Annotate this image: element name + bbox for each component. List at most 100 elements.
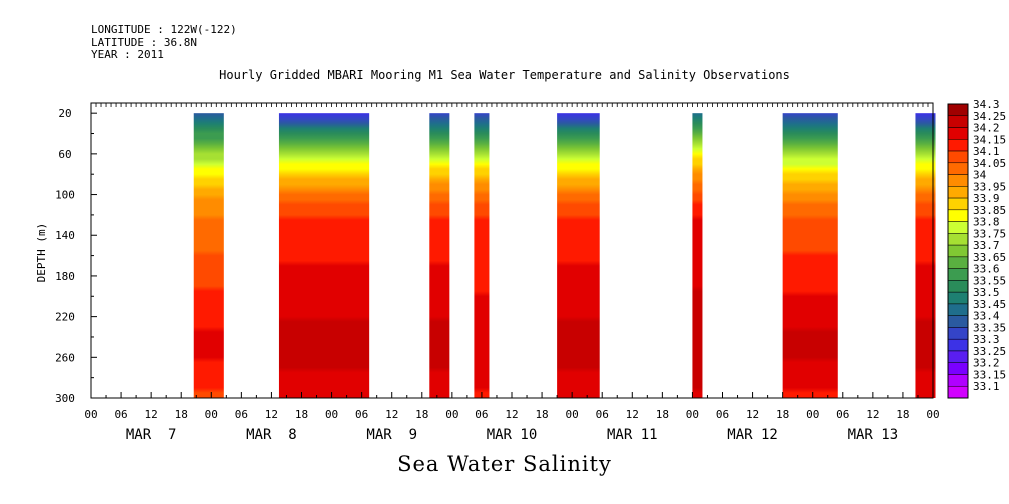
colorbar-label: 33.7: [973, 239, 1000, 252]
x-day-label: MAR 10: [487, 427, 538, 443]
colorbar-label: 33.95: [973, 180, 1006, 193]
colorbar-label: 33.65: [973, 251, 1006, 264]
longitude-label: LONGITUDE : 122W(-122): [91, 23, 237, 36]
y-tick-label: 180: [55, 270, 75, 283]
colorbar-swatch: [947, 280, 969, 293]
latitude-label: LATITUDE : 36.8N: [91, 35, 197, 49]
y-tick-label: 260: [55, 351, 75, 364]
x-day-label: MAR 7: [126, 427, 177, 443]
y-tick-label: 100: [55, 189, 75, 202]
colorbar-label: 33.55: [973, 274, 1006, 287]
data-segment: [915, 113, 936, 398]
colorbar-label: 33.4: [973, 310, 1000, 323]
variable-label: Sea Water Salinity: [397, 452, 612, 476]
x-tick-label: 18: [896, 408, 909, 421]
colorbar-label: 34.15: [973, 133, 1006, 146]
colorbar-swatch: [947, 256, 969, 269]
colorbar-swatch: [947, 268, 969, 281]
colorbar-swatch: [947, 115, 969, 128]
x-day-label: MAR 13: [848, 427, 899, 443]
x-tick-label: 00: [566, 408, 579, 421]
x-tick-label: 00: [84, 408, 97, 421]
colorbar-label: 33.45: [973, 298, 1006, 311]
colorbar-label: 33.25: [973, 345, 1006, 358]
x-tick-label: 06: [355, 408, 368, 421]
data-segment: [429, 113, 450, 398]
colorbar-swatch: [947, 327, 969, 340]
colorbar-label: 34: [973, 169, 987, 182]
colorbar-label: 33.9: [973, 192, 1000, 205]
colorbar-label: 33.35: [973, 321, 1006, 334]
x-tick-label: 06: [836, 408, 849, 421]
colorbar-swatch: [947, 338, 969, 352]
colorbar-label: 33.1: [973, 380, 1000, 393]
data-segment: [692, 113, 703, 398]
x-tick-label: 18: [776, 408, 789, 421]
x-day-label: MAR 9: [366, 427, 417, 443]
colorbar-swatch: [947, 139, 969, 152]
x-tick-label: 06: [716, 408, 729, 421]
chart-title: Hourly Gridded MBARI Mooring M1 Sea Wate…: [219, 68, 790, 82]
x-tick-label: 00: [325, 408, 338, 421]
x-tick-label: 18: [656, 408, 669, 421]
y-tick-label: 60: [58, 148, 71, 161]
colorbar-swatch: [947, 303, 969, 316]
colorbar-label: 34.1: [973, 145, 1000, 158]
x-tick-label: 18: [415, 408, 428, 421]
data-segment: [278, 113, 370, 398]
colorbar-label: 33.2: [973, 357, 1000, 370]
x-tick-label: 00: [806, 408, 819, 421]
x-tick-label: 06: [475, 408, 488, 421]
data-segment: [557, 113, 600, 398]
colorbar-swatch: [947, 150, 969, 164]
colorbar: 34.334.2534.234.1534.134.053433.9533.933…: [947, 98, 1006, 399]
colorbar-label: 33.75: [973, 227, 1006, 240]
y-tick-label: 300: [55, 392, 75, 405]
colorbar-swatch: [947, 162, 969, 175]
x-day-label: MAR 12: [727, 427, 778, 443]
year-label: YEAR : 2011: [91, 48, 164, 61]
colorbar-label: 33.8: [973, 216, 1000, 229]
x-tick-label: 18: [295, 408, 308, 421]
x-tick-label: 18: [535, 408, 548, 421]
colorbar-swatch: [947, 350, 969, 363]
x-tick-label: 00: [926, 408, 939, 421]
x-tick-label: 12: [145, 408, 158, 421]
colorbar-label: 34.25: [973, 110, 1006, 123]
colorbar-swatch: [947, 174, 969, 187]
y-axis-label: DEPTH (m): [35, 223, 48, 283]
x-day-label: MAR 11: [607, 427, 658, 443]
colorbar-swatch: [947, 244, 969, 258]
x-tick-label: 12: [746, 408, 759, 421]
x-tick-label: 12: [866, 408, 879, 421]
colorbar-swatch: [947, 209, 969, 222]
colorbar-label: 33.15: [973, 368, 1006, 381]
x-tick-label: 00: [205, 408, 218, 421]
colorbar-label: 34.05: [973, 157, 1006, 170]
data-segments: [193, 113, 936, 398]
x-tick-label: 06: [596, 408, 609, 421]
x-tick-label: 06: [235, 408, 248, 421]
colorbar-swatch: [947, 374, 969, 387]
colorbar-swatch: [947, 362, 969, 375]
data-segment: [193, 113, 224, 398]
data-segment: [474, 113, 490, 398]
x-tick-label: 18: [175, 408, 188, 421]
colorbar-swatch: [947, 221, 969, 234]
colorbar-swatch: [947, 291, 969, 305]
x-tick-label: 06: [114, 408, 127, 421]
y-tick-label: 220: [55, 311, 75, 324]
colorbar-label: 33.85: [973, 204, 1006, 217]
colorbar-label: 34.2: [973, 122, 1000, 135]
x-day-label: MAR 8: [246, 427, 297, 443]
header-info: LONGITUDE : 122W(-122) LATITUDE : 36.8N …: [91, 23, 237, 62]
x-tick-label: 12: [505, 408, 518, 421]
colorbar-label: 33.5: [973, 286, 1000, 299]
plot-axes: 00 06 12 18 00 06 12 18 00 06 12 18 00 06 12 18 00 06 12 18…: [35, 102, 940, 443]
data-segment: [782, 113, 838, 398]
y-tick-label: 140: [55, 229, 75, 242]
colorbar-swatch: [947, 385, 969, 399]
colorbar-swatch: [947, 197, 969, 211]
colorbar-swatch: [947, 315, 969, 328]
